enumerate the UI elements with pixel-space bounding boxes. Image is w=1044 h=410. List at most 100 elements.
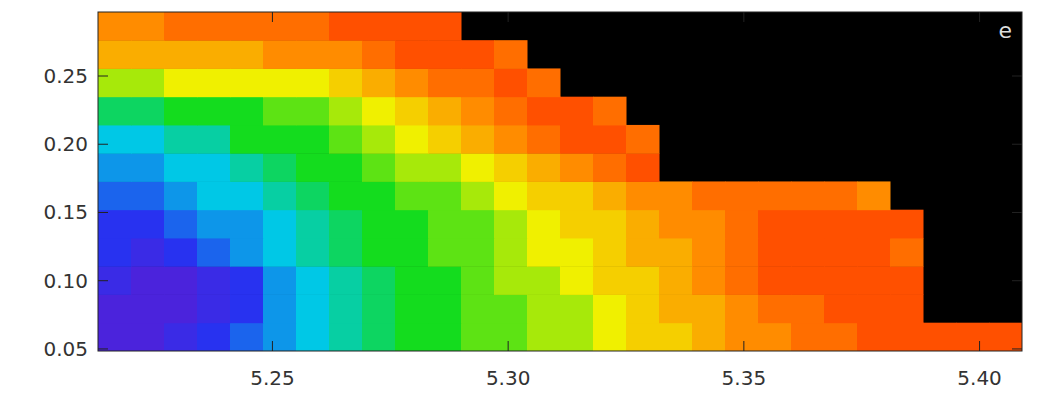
y-tick-label: 0.25 xyxy=(43,64,88,88)
cell xyxy=(461,125,495,154)
cell xyxy=(560,294,594,323)
cell xyxy=(164,210,198,239)
cell xyxy=(131,294,165,323)
cell xyxy=(263,153,297,182)
cell xyxy=(164,294,198,323)
cell xyxy=(725,323,759,351)
y-tick-label: 0.10 xyxy=(43,269,88,293)
cell xyxy=(197,266,231,295)
cell xyxy=(230,266,264,295)
cell xyxy=(758,266,792,295)
cell xyxy=(824,323,858,351)
cell xyxy=(626,125,660,154)
cell xyxy=(263,210,297,239)
cell xyxy=(527,323,561,351)
x-tick-top xyxy=(743,12,744,22)
cell xyxy=(329,181,363,210)
cell xyxy=(164,12,198,41)
cell xyxy=(560,153,594,182)
cell xyxy=(593,125,627,154)
cell xyxy=(692,323,726,351)
cell xyxy=(197,238,231,267)
cell xyxy=(197,97,231,126)
y-tick-right xyxy=(1012,280,1022,281)
cell xyxy=(98,238,132,267)
cell xyxy=(296,266,330,295)
cell xyxy=(131,238,165,267)
y-tick-label: 0.20 xyxy=(43,132,88,156)
cell xyxy=(758,323,792,351)
cell xyxy=(329,40,363,69)
cell xyxy=(923,323,957,351)
frame xyxy=(98,12,1022,351)
cell xyxy=(527,238,561,267)
y-tick-label: 0.05 xyxy=(43,337,88,361)
cell xyxy=(296,153,330,182)
cell xyxy=(362,294,396,323)
cell xyxy=(626,238,660,267)
cell xyxy=(461,210,495,239)
cell xyxy=(131,40,165,69)
x-tick-label: 5.40 xyxy=(957,366,1002,390)
cell xyxy=(758,210,792,239)
cell xyxy=(626,323,660,351)
cell xyxy=(989,323,1022,351)
cell xyxy=(230,97,264,126)
cell xyxy=(164,125,198,154)
cell xyxy=(659,266,693,295)
cell xyxy=(362,153,396,182)
x-tick xyxy=(508,341,509,351)
cell xyxy=(329,294,363,323)
cell xyxy=(428,40,462,69)
x-tick xyxy=(272,341,273,351)
y-tick xyxy=(98,144,108,145)
cell xyxy=(890,210,924,239)
cell xyxy=(692,210,726,239)
cell xyxy=(725,266,759,295)
cell xyxy=(395,238,429,267)
cell xyxy=(791,266,825,295)
x-tick-top xyxy=(979,12,980,22)
cell xyxy=(725,294,759,323)
x-tick-label: 5.25 xyxy=(250,366,295,390)
cell xyxy=(461,40,495,69)
chart: 5.255.305.355.400.050.100.150.200.25e xyxy=(0,0,1044,410)
cell xyxy=(626,181,660,210)
cell xyxy=(824,181,858,210)
cell xyxy=(857,210,891,239)
cell xyxy=(890,238,924,267)
cell xyxy=(131,210,165,239)
cell xyxy=(362,181,396,210)
cell xyxy=(395,153,429,182)
cell xyxy=(626,294,660,323)
cell xyxy=(560,97,594,126)
cell xyxy=(395,125,429,154)
cell xyxy=(296,238,330,267)
cell xyxy=(98,125,132,154)
cell xyxy=(461,294,495,323)
cell xyxy=(593,181,627,210)
cell xyxy=(857,294,891,323)
cell xyxy=(659,238,693,267)
x-tick-top xyxy=(272,12,273,22)
cell xyxy=(494,125,528,154)
cell xyxy=(593,323,627,351)
cell xyxy=(428,323,462,351)
cell xyxy=(263,125,297,154)
cell xyxy=(461,68,495,97)
cell xyxy=(395,68,429,97)
cell xyxy=(593,266,627,295)
cell xyxy=(230,294,264,323)
cell xyxy=(428,238,462,267)
cell xyxy=(857,323,891,351)
cell xyxy=(857,181,891,210)
cell xyxy=(263,97,297,126)
cell xyxy=(263,12,297,41)
cell xyxy=(494,294,528,323)
cell xyxy=(890,266,924,295)
cell xyxy=(197,294,231,323)
cell xyxy=(593,294,627,323)
cell xyxy=(395,97,429,126)
cell xyxy=(263,181,297,210)
cell xyxy=(395,323,429,351)
